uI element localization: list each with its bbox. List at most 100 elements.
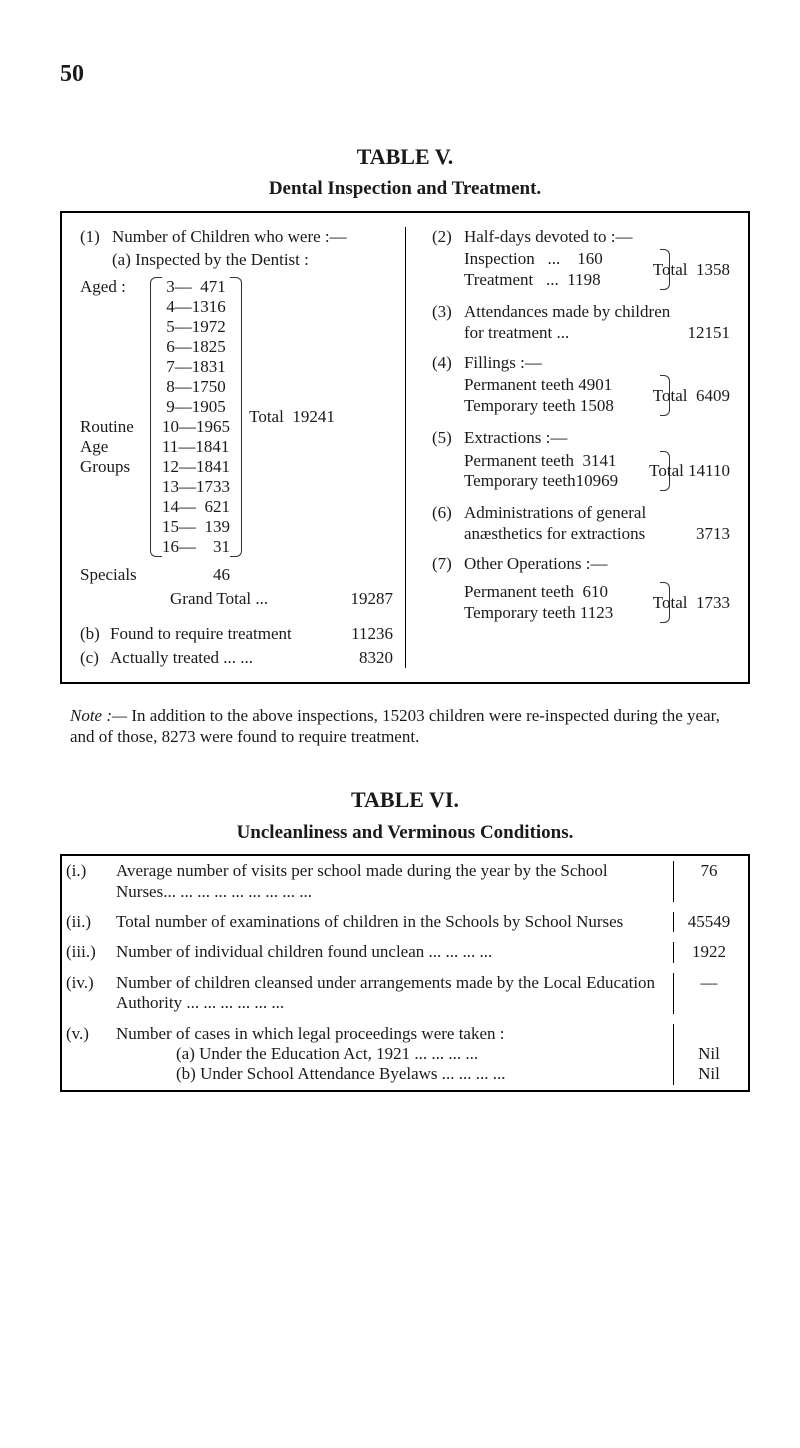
label-groups: Groups <box>80 457 150 477</box>
label-age: Age <box>80 437 150 457</box>
tv-r3-val: 12151 <box>670 323 730 343</box>
tvi-subrow-a: (a) Under the Education Act, 1921 ... ..… <box>62 1044 748 1064</box>
grand-total-label: Grand Total ... <box>170 589 290 609</box>
tv-r6-val: 3713 <box>670 524 730 544</box>
tvi-row-val: — <box>673 973 744 1014</box>
tv-r7-brace: Permanent teeth 610 Temporary teeth 1123… <box>464 582 730 623</box>
table-v-subtitle: Dental Inspection and Treatment. <box>60 178 750 201</box>
tv-r5-total-lab: Total <box>649 461 684 481</box>
table-vi-subtitle: Uncleanliness and Verminous Conditions. <box>60 822 750 845</box>
tv-r7: (7) Other Operations :— Permanent teeth … <box>432 554 730 625</box>
tv-r2-l2: Treatment ... 1198 <box>464 270 660 290</box>
tv-r5-brace: Permanent teeth 3141 Temporary teeth1096… <box>464 451 730 492</box>
tvi-row-num: (ii.) <box>66 912 116 932</box>
row-c-value: 8320 <box>333 648 393 668</box>
tv-r6-num: (6) <box>432 503 464 544</box>
age-row: 4—1316 <box>162 297 230 317</box>
tv-r4-l2: Temporary teeth 1508 <box>464 396 660 416</box>
tvi-row-val: 76 <box>673 861 744 902</box>
age-row: 8—1750 <box>162 377 230 397</box>
row-c-text: Actually treated ... ... <box>110 648 333 668</box>
tv-r7-l1: Permanent teeth 610 <box>464 582 660 602</box>
age-row: 13—1733 <box>162 477 230 497</box>
tvi-row-text: Number of children cleansed under arrang… <box>116 973 673 1014</box>
row-b-value: 11236 <box>333 624 393 644</box>
age-row: 12—1841 <box>162 457 230 477</box>
tvi-row-text: Number of individual children found uncl… <box>116 942 673 962</box>
tvi-row-num: (iv.) <box>66 973 116 1014</box>
row-c: (c) Actually treated ... ... 8320 <box>80 648 393 668</box>
age-row: 5—1972 <box>162 317 230 337</box>
tv-r2-total-lab: Total <box>653 260 688 280</box>
age-row: 9—1905 <box>162 397 230 417</box>
age-row: 16— 31 <box>162 537 230 557</box>
tvi-sub-b-val: Nil <box>673 1064 744 1084</box>
note-body: In addition to the above inspections, 15… <box>70 706 720 745</box>
age-row: 10—1965 <box>162 417 230 437</box>
tv1-sub-a: (a) Inspected by the Dentist : <box>112 250 393 270</box>
tv-r5-total-val: 14110 <box>688 461 730 481</box>
label-aged: Aged : <box>80 277 150 297</box>
specials-label: Specials <box>80 565 170 585</box>
table-vi-frame: (i.) Average number of visits per school… <box>60 854 750 1092</box>
tv-r3: (3) Attendances made by children for tre… <box>432 302 730 343</box>
age-total-value: 19241 <box>292 407 335 427</box>
tv-r7-l2: Temporary teeth 1123 <box>464 603 660 623</box>
tvi-row: (iii.) Number of individual children fou… <box>62 937 748 967</box>
tv-r7-total-lab: Total <box>653 593 688 613</box>
tv-r6-l1: Administrations of general <box>464 503 730 523</box>
tv-r4-num: (4) <box>432 353 464 418</box>
specials-value: 46 <box>170 565 230 585</box>
tv-r4-l1: Permanent teeth 4901 <box>464 375 660 395</box>
age-group-labels: Aged : Routine Age Groups <box>80 277 150 557</box>
label-routine: Routine <box>80 417 150 437</box>
tvi-row-val: 1922 <box>673 942 744 962</box>
age-total-label: Total <box>249 407 284 427</box>
page-number: 50 <box>60 60 750 89</box>
age-group-block: Aged : Routine Age Groups 3— 471 4—1316 … <box>80 277 393 557</box>
table-v-left-column: (1) Number of Children who were :— (a) I… <box>80 227 406 668</box>
row-b-mark: (b) <box>80 624 110 644</box>
tv-r4-total-val: 6409 <box>696 386 730 406</box>
tv-r4-total-lab: Total <box>653 386 688 406</box>
tv-r2-brace: Inspection ... 160 Treatment ... 1198 To… <box>464 249 730 290</box>
tvi-subrow-b: (b) Under School Attendance Byelaws ... … <box>62 1064 748 1089</box>
tvi-row-num: (v.) <box>66 1024 116 1044</box>
tv-r3-l1: Attendances made by children <box>464 302 730 322</box>
tvi-row-num: (iii.) <box>66 942 116 962</box>
row-b-text: Found to require treatment <box>110 624 333 644</box>
age-row: 3— 471 <box>162 277 230 297</box>
tvi-row: (ii.) Total number of examinations of ch… <box>62 907 748 937</box>
tv-r3-l2: for treatment ... <box>464 323 670 343</box>
tv1-heading: (1) Number of Children who were :— <box>80 227 393 247</box>
age-row: 7—1831 <box>162 357 230 377</box>
tv1-heading-text: Number of Children who were :— <box>112 227 393 247</box>
age-row: 15— 139 <box>162 517 230 537</box>
tv-r4-brace: Permanent teeth 4901 Temporary teeth 150… <box>464 375 730 416</box>
specials-row: Specials 46 <box>80 565 393 585</box>
tv-r2-l1: Inspection ... 160 <box>464 249 660 269</box>
tv-r7-num: (7) <box>432 554 464 625</box>
table-v-right-column: (2) Half-days devoted to :— Inspection .… <box>426 227 730 668</box>
row-c-mark: (c) <box>80 648 110 668</box>
tvi-sub-a-text: (a) Under the Education Act, 1921 ... ..… <box>116 1044 673 1064</box>
tv-r2: (2) Half-days devoted to :— Inspection .… <box>432 227 730 292</box>
tvi-row: (v.) Number of cases in which legal proc… <box>62 1019 748 1044</box>
tv1-number: (1) <box>80 227 112 247</box>
grand-total-row: Grand Total ... 19287 <box>80 589 393 609</box>
tvi-row: (i.) Average number of visits per school… <box>62 856 748 907</box>
age-row: 6—1825 <box>162 337 230 357</box>
tv-r5-num: (5) <box>432 428 464 493</box>
brace-right-icon <box>230 277 242 557</box>
tvi-row-text: Total number of examinations of children… <box>116 912 673 932</box>
table-v-frame: (1) Number of Children who were :— (a) I… <box>60 211 750 684</box>
brace-left-icon <box>150 277 162 557</box>
grand-total-value: 19287 <box>333 589 393 609</box>
tv-r5-l1: Permanent teeth 3141 <box>464 451 660 471</box>
tv-r2-num: (2) <box>432 227 464 292</box>
age-total: Total 19241 <box>242 277 342 557</box>
row-b: (b) Found to require treatment 11236 <box>80 624 393 644</box>
tv-r4-head: Fillings :— <box>464 353 730 373</box>
tvi-row: (iv.) Number of children cleansed under … <box>62 968 748 1019</box>
tv-r2-head: Half-days devoted to :— <box>464 227 730 247</box>
